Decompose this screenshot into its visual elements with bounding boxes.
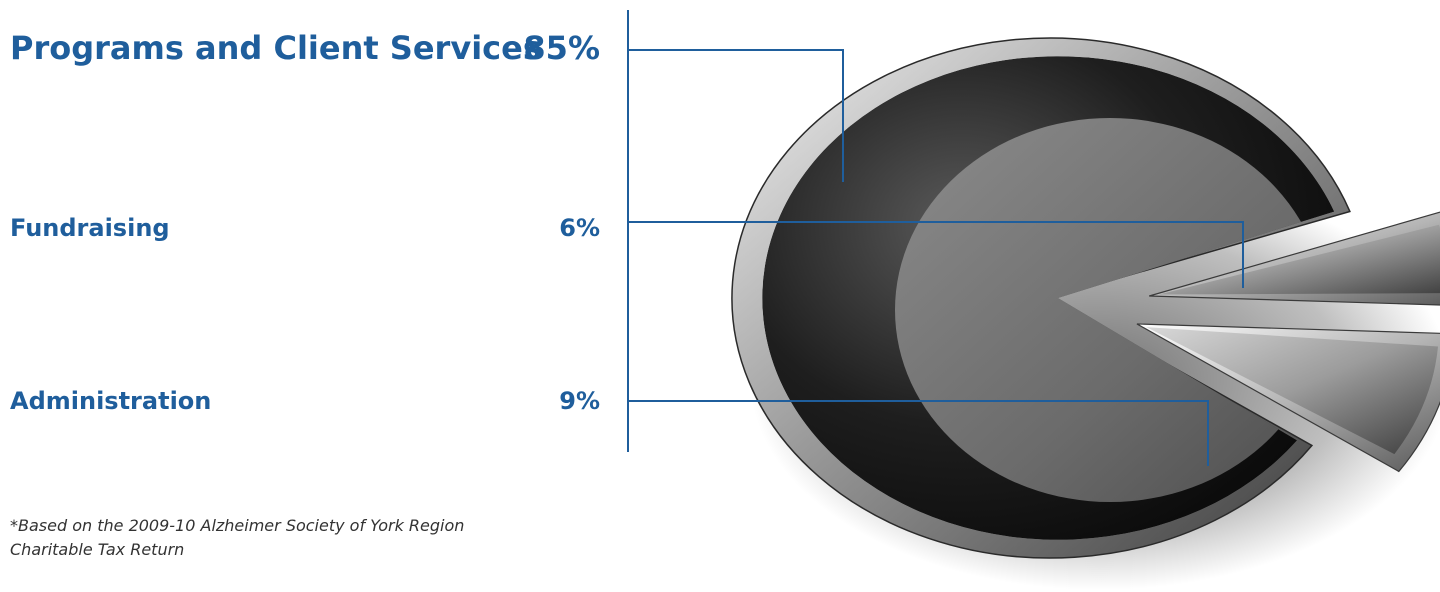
footnote-line-2: Charitable Tax Return <box>10 540 185 559</box>
leader-line-fundraising <box>628 221 1244 288</box>
footnote: *Based on the 2009-10 Alzheimer Society … <box>10 514 570 562</box>
value-programs: 85% <box>523 29 600 67</box>
footnote-line-1: *Based on the 2009-10 Alzheimer Society … <box>10 516 465 535</box>
pie-slice-fundraising <box>1149 211 1440 306</box>
pie-slice-fundraising-face <box>1159 224 1440 295</box>
leader-line-administration <box>628 400 1209 466</box>
value-administration: 9% <box>559 387 600 415</box>
leader-line-programs <box>628 49 844 182</box>
pie-slice-administration <box>1136 323 1440 473</box>
pie-slice-administration-face <box>1146 327 1439 455</box>
label-programs: Programs and Client Services <box>10 29 542 67</box>
label-administration: Administration <box>10 387 212 415</box>
value-fundraising: 6% <box>559 214 600 242</box>
label-fundraising: Fundraising <box>10 214 170 242</box>
